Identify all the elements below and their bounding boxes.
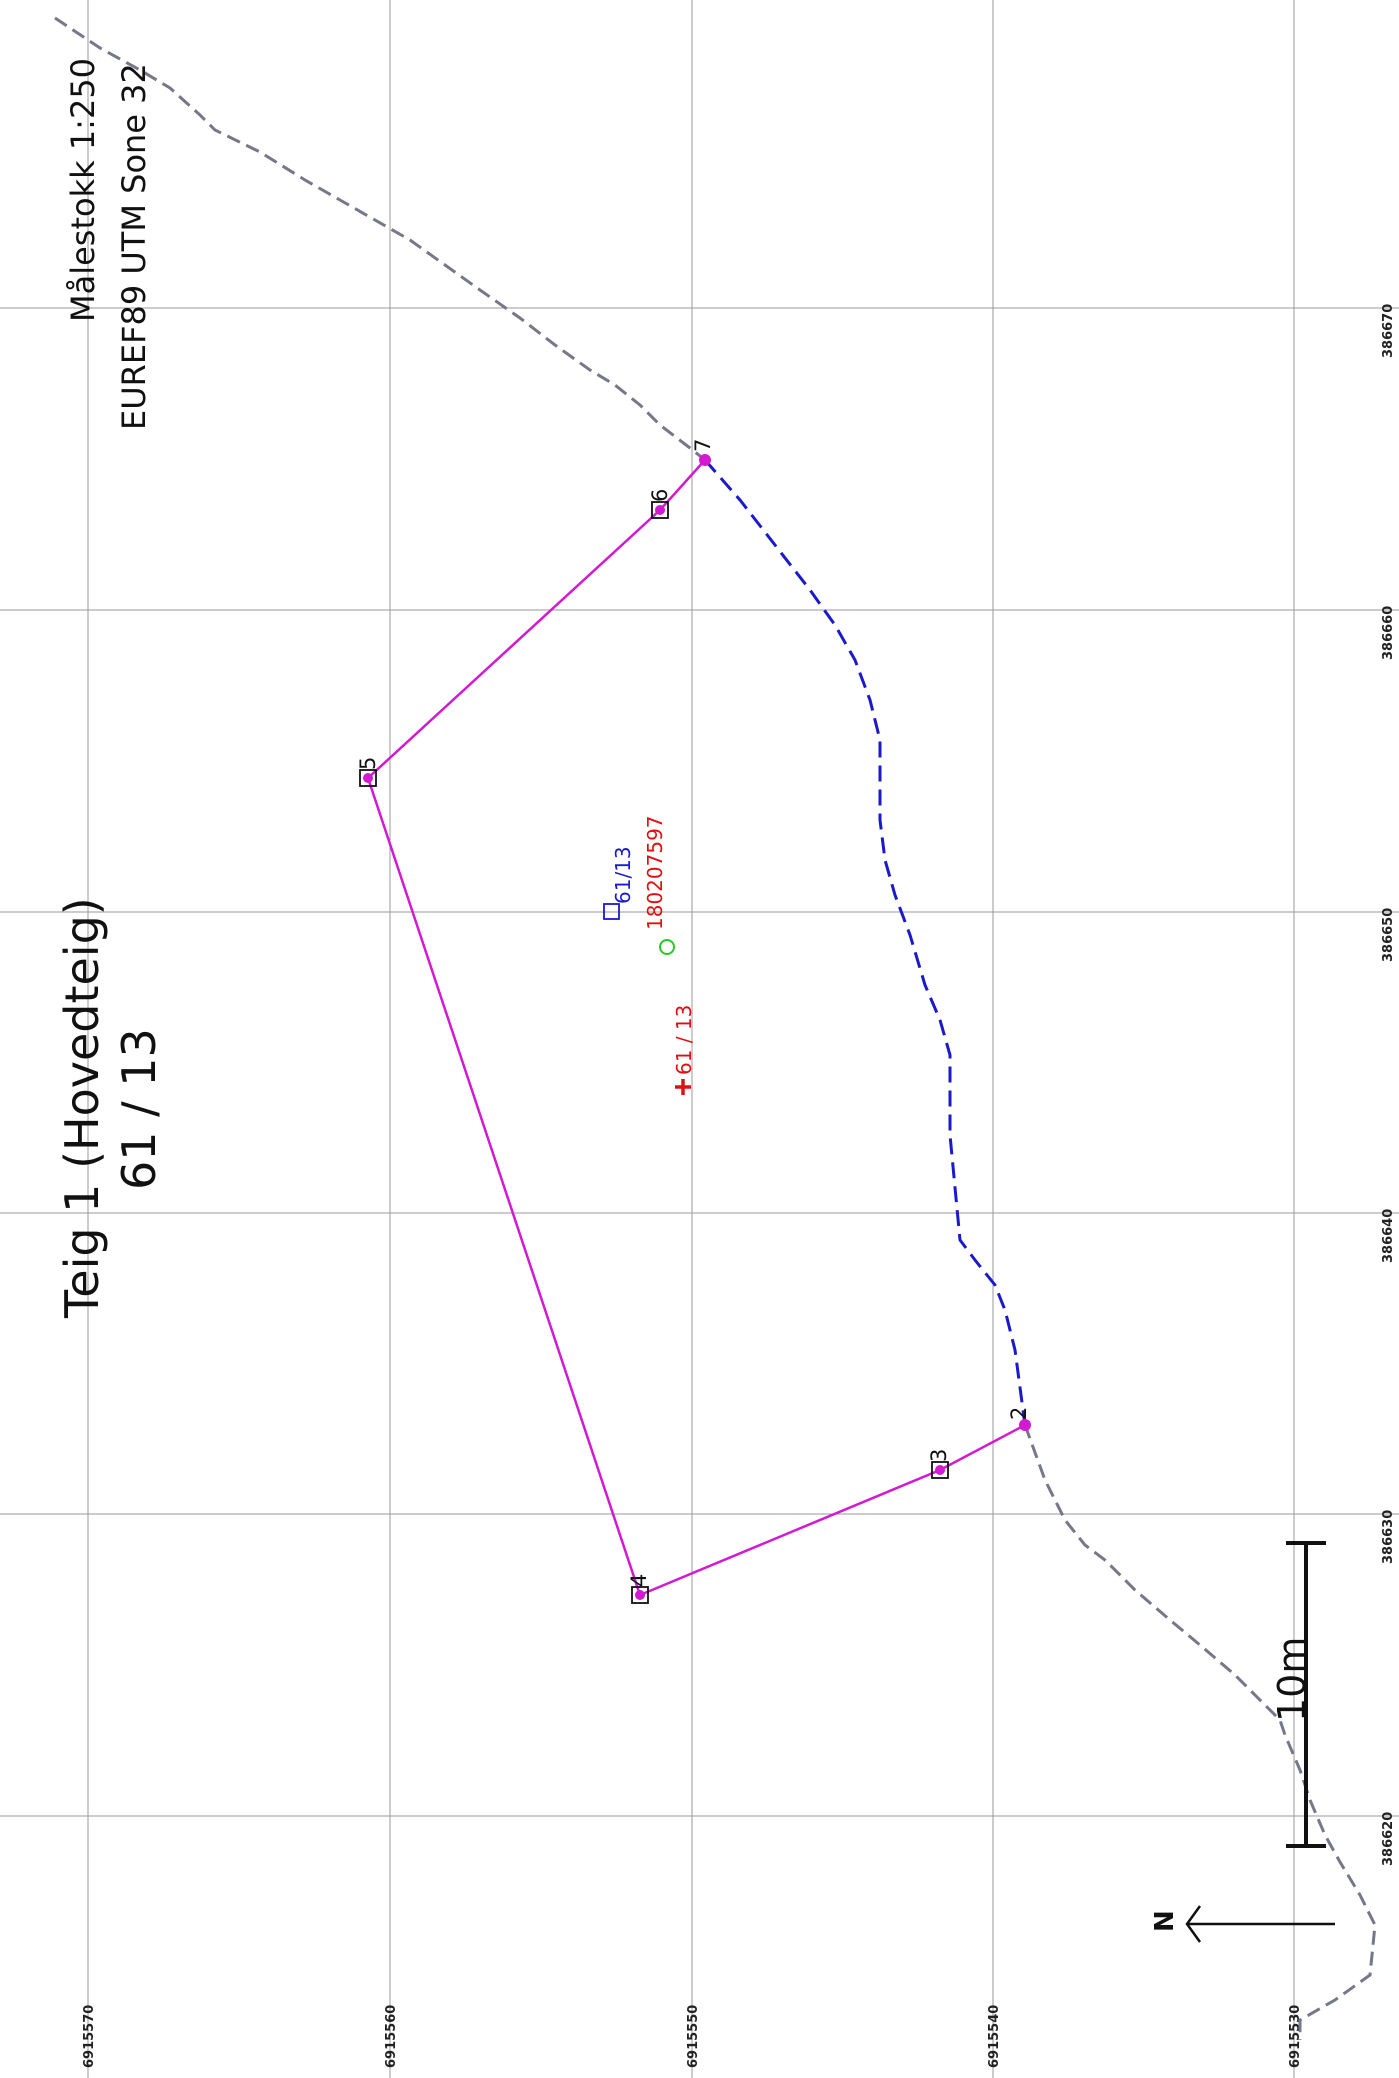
boundary-point-3[interactable]: 3 — [927, 1449, 951, 1479]
centroid-circle-icon — [659, 939, 675, 955]
blue-dashed-boundary — [703, 459, 1027, 1426]
parcel-label-red-id-group[interactable]: 180207597 — [643, 815, 675, 955]
northing-tick-labels: 6915570 6915560 6915550 6915540 6915530 — [82, 2005, 1303, 2068]
tick-label-easting: 386670 — [1381, 304, 1396, 358]
boundary-point-4[interactable]: 4 — [627, 1574, 651, 1604]
north-arrow: N — [1150, 1905, 1335, 1943]
tick-label-easting: 386640 — [1381, 1209, 1396, 1263]
point-marker-icon — [363, 773, 373, 783]
map-title: Teig 1 (Hovedteig) — [55, 897, 109, 1319]
north-label: N — [1150, 1910, 1180, 1932]
point-marker-icon — [935, 1465, 945, 1475]
parcel-boundary — [366, 459, 1026, 1597]
parcel-label-red-number-group[interactable]: 61 / 13 — [672, 1005, 696, 1095]
tick-label-easting: 386650 — [1381, 908, 1396, 962]
point-marker-icon — [655, 505, 665, 515]
tick-label-northing: 6915560 — [384, 2005, 399, 2068]
point-label: 2 — [1007, 1407, 1031, 1420]
point-marker-icon — [1019, 1419, 1031, 1431]
parcel-label-blue: 61/13 — [611, 846, 635, 904]
square-marker-icon — [359, 769, 377, 787]
scale-bar-label: 10m — [1270, 1637, 1314, 1722]
tick-label-easting: 386630 — [1381, 1510, 1396, 1564]
point-label: 5 — [356, 757, 380, 770]
tick-label-easting: 386660 — [1381, 606, 1396, 660]
boundary-point-2[interactable]: 2 — [1007, 1407, 1031, 1431]
title-block: Teig 1 (Hovedteig) 61 / 13 — [55, 897, 166, 1319]
point-marker-icon — [635, 1590, 645, 1600]
tick-label-northing: 6915550 — [686, 2005, 701, 2068]
map-info: Målestokk 1:250 EUREF89 UTM Sone 32 — [64, 58, 153, 430]
point-label: 4 — [627, 1574, 651, 1587]
tick-label-easting: 386620 — [1381, 1812, 1396, 1866]
boundary-point-5[interactable]: 5 — [356, 757, 380, 787]
tick-label-northing: 6915570 — [82, 2005, 97, 2068]
cross-marker-icon — [675, 1079, 691, 1095]
square-marker-icon — [651, 501, 669, 519]
point-label: 7 — [691, 439, 715, 452]
parcel-label-blue-group[interactable]: 61/13 — [603, 846, 635, 920]
map-subtitle: 61 / 13 — [112, 1028, 166, 1190]
square-marker-icon — [931, 1461, 949, 1479]
parcel-id-label: 180207597 — [643, 815, 667, 930]
parcel-number-label: 61 / 13 — [672, 1005, 696, 1075]
scale-text: Målestokk 1:250 — [64, 58, 102, 322]
easting-tick-labels: 386620 386630 386640 386650 386660 38667… — [1381, 304, 1396, 1866]
point-label: 6 — [648, 489, 672, 502]
crs-text: EUREF89 UTM Sone 32 — [115, 63, 153, 430]
neighbor-boundary-upper — [54, 16, 706, 462]
boundary-point-6[interactable]: 6 — [648, 489, 672, 519]
point-marker-icon — [699, 454, 711, 466]
boundary-point-7[interactable]: 7 — [691, 439, 715, 466]
parcel-square-icon — [603, 903, 620, 920]
neighbor-boundary-lower — [1023, 1424, 1377, 2040]
scale-bar: 10m — [1270, 1541, 1326, 1848]
square-marker-icon — [631, 1586, 649, 1604]
tick-label-northing: 6915540 — [987, 2005, 1002, 2068]
point-label: 3 — [927, 1449, 951, 1462]
tick-label-northing: 6915530 — [1288, 2005, 1303, 2068]
